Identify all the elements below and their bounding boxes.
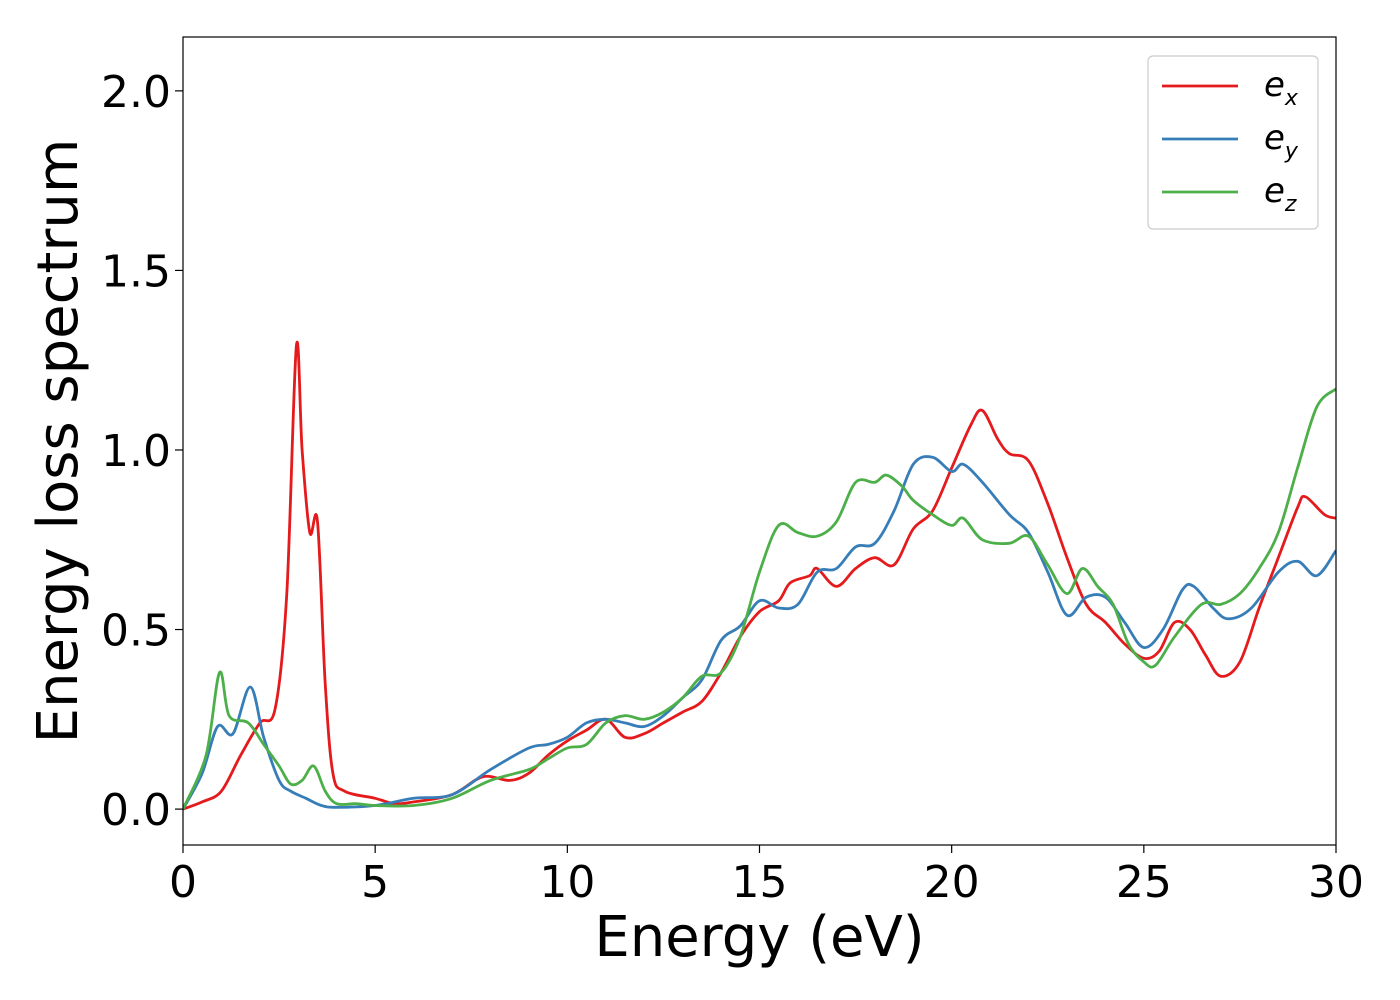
x-tick-label: 10	[539, 857, 595, 908]
series-line-x	[183, 340, 1336, 811]
x-tick-label: 25	[1116, 857, 1172, 908]
legend-box	[1147, 55, 1319, 230]
y-tick-label: 1.5	[101, 246, 171, 297]
y-tick-label: 2.0	[101, 67, 171, 118]
legend-label-x: ex	[1264, 65, 1299, 111]
x-tick-label: 20	[924, 857, 980, 908]
x-axis-label: Energy (eV)	[594, 905, 924, 970]
legend: ex ey ez	[1147, 55, 1319, 230]
y-axis-label: Energy loss spectrum	[26, 139, 91, 744]
x-tick-label: 15	[732, 857, 788, 908]
y-tick-label: 0.5	[101, 606, 171, 657]
plot-area	[183, 340, 1336, 811]
legend-label-y: ey	[1264, 118, 1299, 164]
series-line-y	[183, 455, 1336, 810]
axes: 0 5 10 15 20 25 30 0.0 0.5 1.0 1.5 2.0	[101, 36, 1364, 908]
legend-label-z: ez	[1264, 171, 1297, 217]
y-tick-label: 1.0	[101, 426, 171, 477]
x-tick-label: 30	[1308, 857, 1364, 908]
y-tick-label: 0.0	[101, 785, 171, 836]
series-line-z	[183, 387, 1336, 810]
x-tick-label: 5	[361, 857, 389, 908]
x-tick-label: 0	[169, 857, 197, 908]
